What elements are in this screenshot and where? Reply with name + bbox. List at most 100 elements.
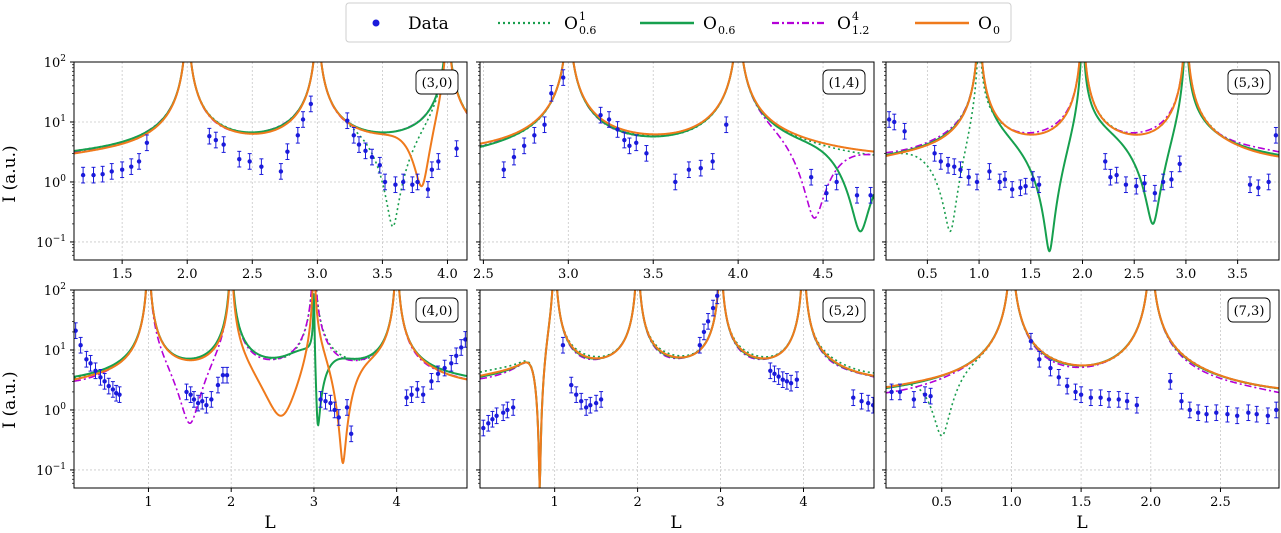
data-points [889, 332, 1279, 425]
panel-tag: (3,0) [415, 69, 459, 95]
data-point [987, 169, 992, 174]
y-tick-label: 101 [44, 114, 66, 131]
data-point [870, 403, 874, 408]
data-point [393, 182, 398, 187]
data-point [220, 372, 226, 378]
data-point [323, 398, 328, 404]
data-point [119, 167, 125, 172]
data-point [511, 154, 517, 160]
data-point [698, 165, 703, 171]
data-point [129, 164, 134, 169]
data-point [780, 377, 785, 382]
data-point [1187, 407, 1193, 413]
panel-3: 0.5 1.0 1.5 2.0 2.5 3.0 3.5 (5,3) [882, 61, 1280, 282]
panel-tag-label: (5,2) [829, 304, 860, 319]
panel-tag: (7,3) [1227, 297, 1271, 323]
data-point [598, 112, 603, 118]
y-tick-label: 102 [44, 282, 66, 299]
curves [480, 290, 874, 488]
grid [886, 61, 1279, 260]
panel-tag: (5,2) [822, 297, 866, 323]
data-point [1142, 181, 1147, 186]
data-point [91, 172, 96, 178]
data-point [510, 405, 516, 410]
data-point [854, 193, 860, 198]
data-point [209, 397, 214, 402]
x-tick-label: 3 [310, 495, 318, 510]
data-point [1073, 389, 1078, 395]
data-point [98, 375, 103, 380]
data-point [409, 392, 414, 397]
data-point [794, 377, 800, 382]
axes-frame [885, 289, 1280, 489]
series-o06-1 [74, 62, 467, 228]
data-point [494, 413, 499, 418]
xlabel-3: L [1076, 513, 1087, 533]
data-point [615, 127, 620, 132]
data-point [93, 368, 98, 373]
x-tick-label: 3.5 [1227, 267, 1248, 282]
data-point [776, 374, 781, 379]
curves [886, 290, 1279, 437]
series-o06 [74, 62, 467, 152]
axes-frame [479, 289, 875, 489]
y-tick-label: 100 [44, 174, 67, 191]
data-point [644, 151, 649, 156]
series-o12-4 [886, 290, 1279, 394]
data-point [521, 143, 527, 149]
legend-label-o06-1: O1 0.6 [564, 10, 596, 37]
x-tick-label: 1 [551, 495, 559, 510]
series-o0 [480, 62, 874, 153]
data-point [401, 179, 406, 185]
x-tick-label: 3.0 [558, 267, 579, 282]
data-point [588, 403, 593, 408]
data-point [328, 400, 333, 406]
data-point [1123, 182, 1129, 187]
grid [74, 289, 467, 488]
data-point [1179, 398, 1184, 404]
x-tick-label: 1.0 [1001, 495, 1022, 510]
data-point [200, 398, 205, 404]
panel-1: 1.5 2.0 2.5 3.0 3.5 4.0 10−1 100 101 102 (3,0) [36, 54, 468, 282]
ylabel-top: I (a.u.) [0, 145, 20, 202]
x-tick-label: 3 [716, 495, 724, 510]
data-point [308, 101, 314, 107]
series-o06 [886, 62, 1279, 253]
x-tick-label: 4 [799, 495, 807, 510]
data-point [1036, 182, 1042, 187]
data-point [834, 179, 839, 185]
legend-label-data: Data [408, 14, 449, 34]
data-point [237, 156, 242, 162]
xlabel-2: L [670, 513, 681, 533]
data-point [889, 389, 894, 395]
data-point [377, 163, 383, 168]
x-tick-label: 4 [393, 495, 401, 510]
panel-6: 0.5 1.0 1.5 2.0 2.5 (7,3) [882, 289, 1280, 510]
data-point [561, 75, 566, 80]
x-tick-label: 3.0 [1176, 267, 1197, 282]
panel-tag: (4,0) [415, 297, 459, 323]
data-point [549, 91, 554, 96]
panel-2: 2.5 3.0 3.5 4.0 4.5 (1,4) [473, 61, 875, 282]
data-points [886, 111, 1279, 202]
axes-frame [73, 61, 468, 261]
curves [74, 62, 467, 228]
data-point [1098, 395, 1103, 400]
data-point [221, 142, 226, 147]
data-point [295, 133, 301, 138]
panel-4: 1 2 3 4 10−1 100 101 102 (4,0) [36, 282, 468, 510]
series-o0 [480, 290, 874, 488]
data-point [348, 431, 354, 437]
data-point [705, 319, 711, 324]
data-point [1246, 410, 1251, 415]
data-point [606, 117, 612, 122]
x-tick-label: 1.0 [969, 267, 990, 282]
data-point [505, 407, 510, 413]
grid [74, 61, 467, 260]
data-point [928, 393, 933, 399]
data-point [144, 140, 150, 145]
data-point [1106, 397, 1112, 402]
series-o06 [480, 62, 874, 233]
data-point [410, 182, 415, 187]
data-point [1048, 365, 1053, 371]
